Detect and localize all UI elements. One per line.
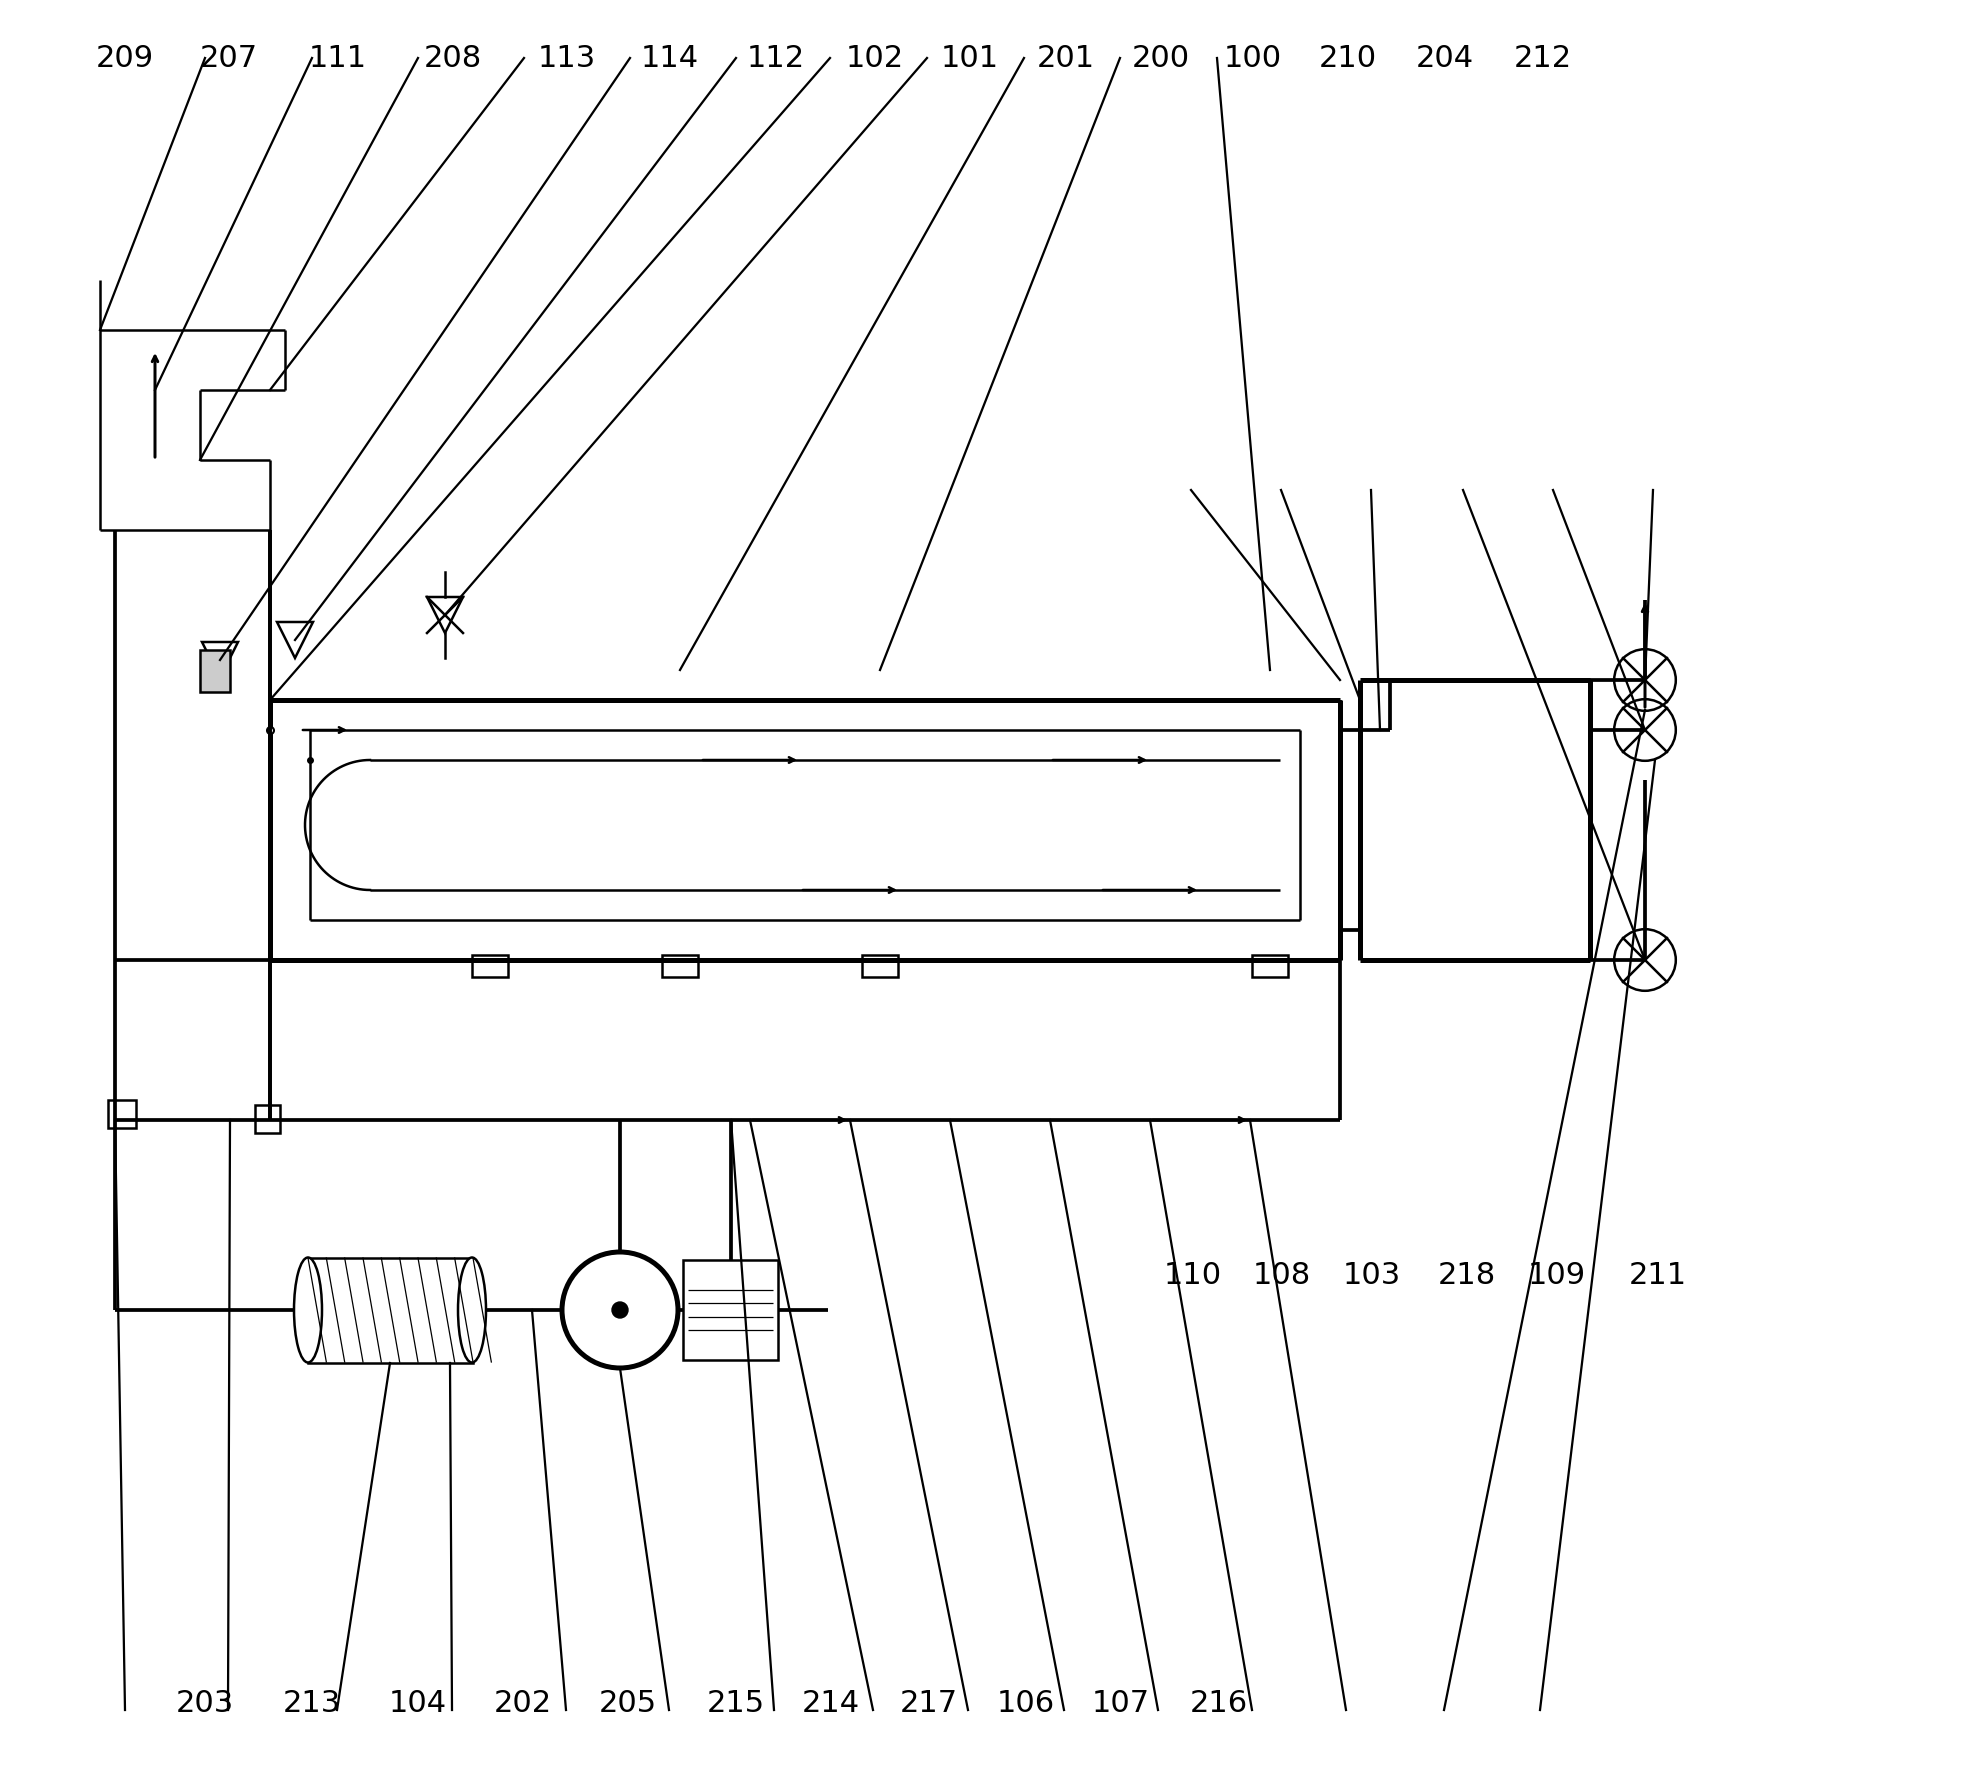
- Text: 102: 102: [845, 44, 905, 72]
- Bar: [684, 1260, 777, 1361]
- Text: 214: 214: [801, 1689, 861, 1718]
- Bar: [1252, 954, 1288, 977]
- Text: 103: 103: [1342, 1262, 1402, 1290]
- Text: 218: 218: [1437, 1262, 1497, 1290]
- Text: 101: 101: [940, 44, 1000, 72]
- Text: 203: 203: [175, 1689, 235, 1718]
- Ellipse shape: [294, 1258, 322, 1362]
- Text: 104: 104: [388, 1689, 447, 1718]
- Text: 202: 202: [493, 1689, 553, 1718]
- Bar: [863, 954, 899, 977]
- Bar: [662, 954, 698, 977]
- Text: 100: 100: [1223, 44, 1282, 72]
- Text: 107: 107: [1091, 1689, 1151, 1718]
- Text: 217: 217: [899, 1689, 958, 1718]
- Text: 207: 207: [199, 44, 258, 72]
- Text: 213: 213: [282, 1689, 342, 1718]
- Text: 109: 109: [1527, 1262, 1586, 1290]
- Bar: [254, 1104, 280, 1133]
- Circle shape: [563, 1253, 678, 1368]
- Text: 108: 108: [1252, 1262, 1312, 1290]
- Circle shape: [612, 1302, 628, 1318]
- Text: 209: 209: [95, 44, 155, 72]
- Text: 112: 112: [746, 44, 805, 72]
- Text: 201: 201: [1036, 44, 1095, 72]
- Bar: [107, 1101, 135, 1127]
- Bar: [308, 1258, 473, 1362]
- Text: 212: 212: [1513, 44, 1573, 72]
- Text: 200: 200: [1131, 44, 1191, 72]
- Text: 204: 204: [1415, 44, 1475, 72]
- Text: 210: 210: [1318, 44, 1378, 72]
- Text: 106: 106: [996, 1689, 1056, 1718]
- Bar: [471, 954, 509, 977]
- Text: 211: 211: [1628, 1262, 1688, 1290]
- Ellipse shape: [457, 1258, 485, 1362]
- Text: 216: 216: [1189, 1689, 1248, 1718]
- Text: 205: 205: [598, 1689, 658, 1718]
- Text: 110: 110: [1163, 1262, 1223, 1290]
- Text: 208: 208: [423, 44, 483, 72]
- Text: 215: 215: [706, 1689, 765, 1718]
- Bar: [201, 650, 231, 693]
- Text: 113: 113: [537, 44, 596, 72]
- Text: 111: 111: [308, 44, 368, 72]
- Text: 114: 114: [640, 44, 700, 72]
